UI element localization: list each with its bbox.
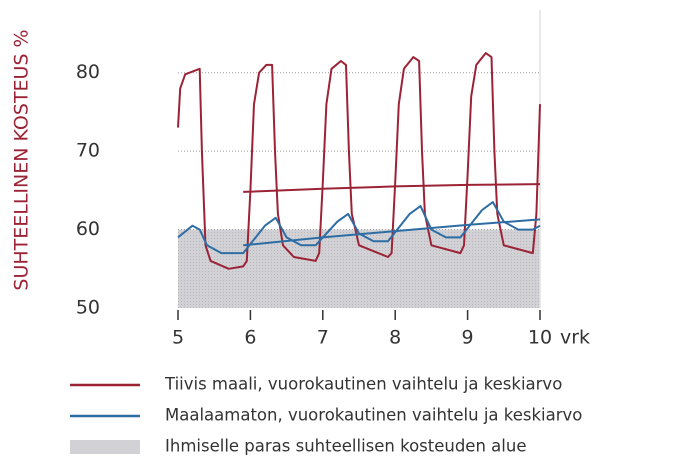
y-tick-label: 60: [76, 218, 100, 240]
legend-label: Tiivis maali, vuorokautinen vaihtelu ja …: [164, 375, 562, 394]
x-tick-label: 5: [172, 327, 184, 349]
y-tick-label: 80: [76, 61, 100, 83]
series-line: [177, 52, 541, 270]
y-tick-label: 50: [76, 297, 100, 319]
series-line: [177, 201, 541, 255]
x-tick-label: 6: [244, 327, 256, 349]
legend-label: Maalaamaton, vuorokautinen vaihtelu ja k…: [165, 406, 582, 425]
x-tick-label: 8: [389, 327, 401, 349]
y-axis-label: SUHTEELLINEN KOSTEUS %: [11, 29, 33, 290]
x-tick-label: 10: [528, 327, 552, 349]
x-axis-label: vrk: [560, 327, 590, 349]
y-tick-label: 70: [76, 140, 100, 162]
x-tick-label: 7: [317, 327, 329, 349]
x-tick-label: 9: [462, 327, 474, 349]
legend-swatch: [70, 440, 140, 454]
legend-label: Ihmiselle paras suhteellisen kosteuden a…: [165, 437, 526, 456]
